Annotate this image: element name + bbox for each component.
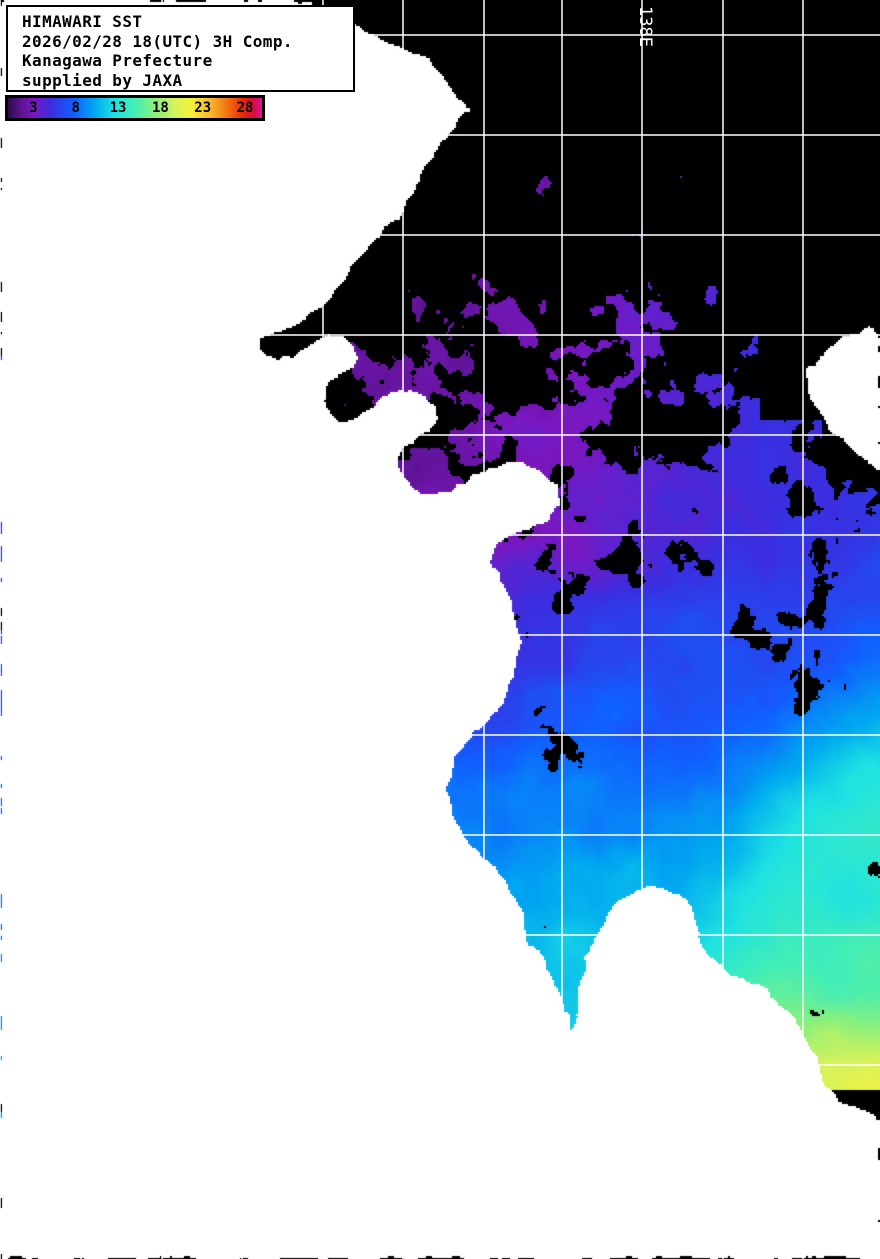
title-line-provider: Kanagawa Prefecture (22, 51, 213, 70)
latitude-label-42n: 42N (8, 425, 39, 445)
title-line-product: HIMAWARI SST (22, 12, 143, 31)
longitude-label-138e: 138E (635, 6, 655, 47)
title-line-datetime: 2026/02/28 18(UTC) 3H Comp. (22, 31, 293, 51)
latitude-label-36n: 36N (8, 1042, 39, 1062)
colorbar-gradient (8, 98, 262, 118)
latitude-label-39n: 39N (8, 740, 39, 760)
title-panel: HIMAWARI SST 2026/02/28 18(UTC) 3H Comp.… (6, 5, 355, 92)
title-line-source: supplied by JAXA (22, 70, 183, 90)
sst-colorbar: 3 8 13 18 23 28 (5, 95, 265, 121)
